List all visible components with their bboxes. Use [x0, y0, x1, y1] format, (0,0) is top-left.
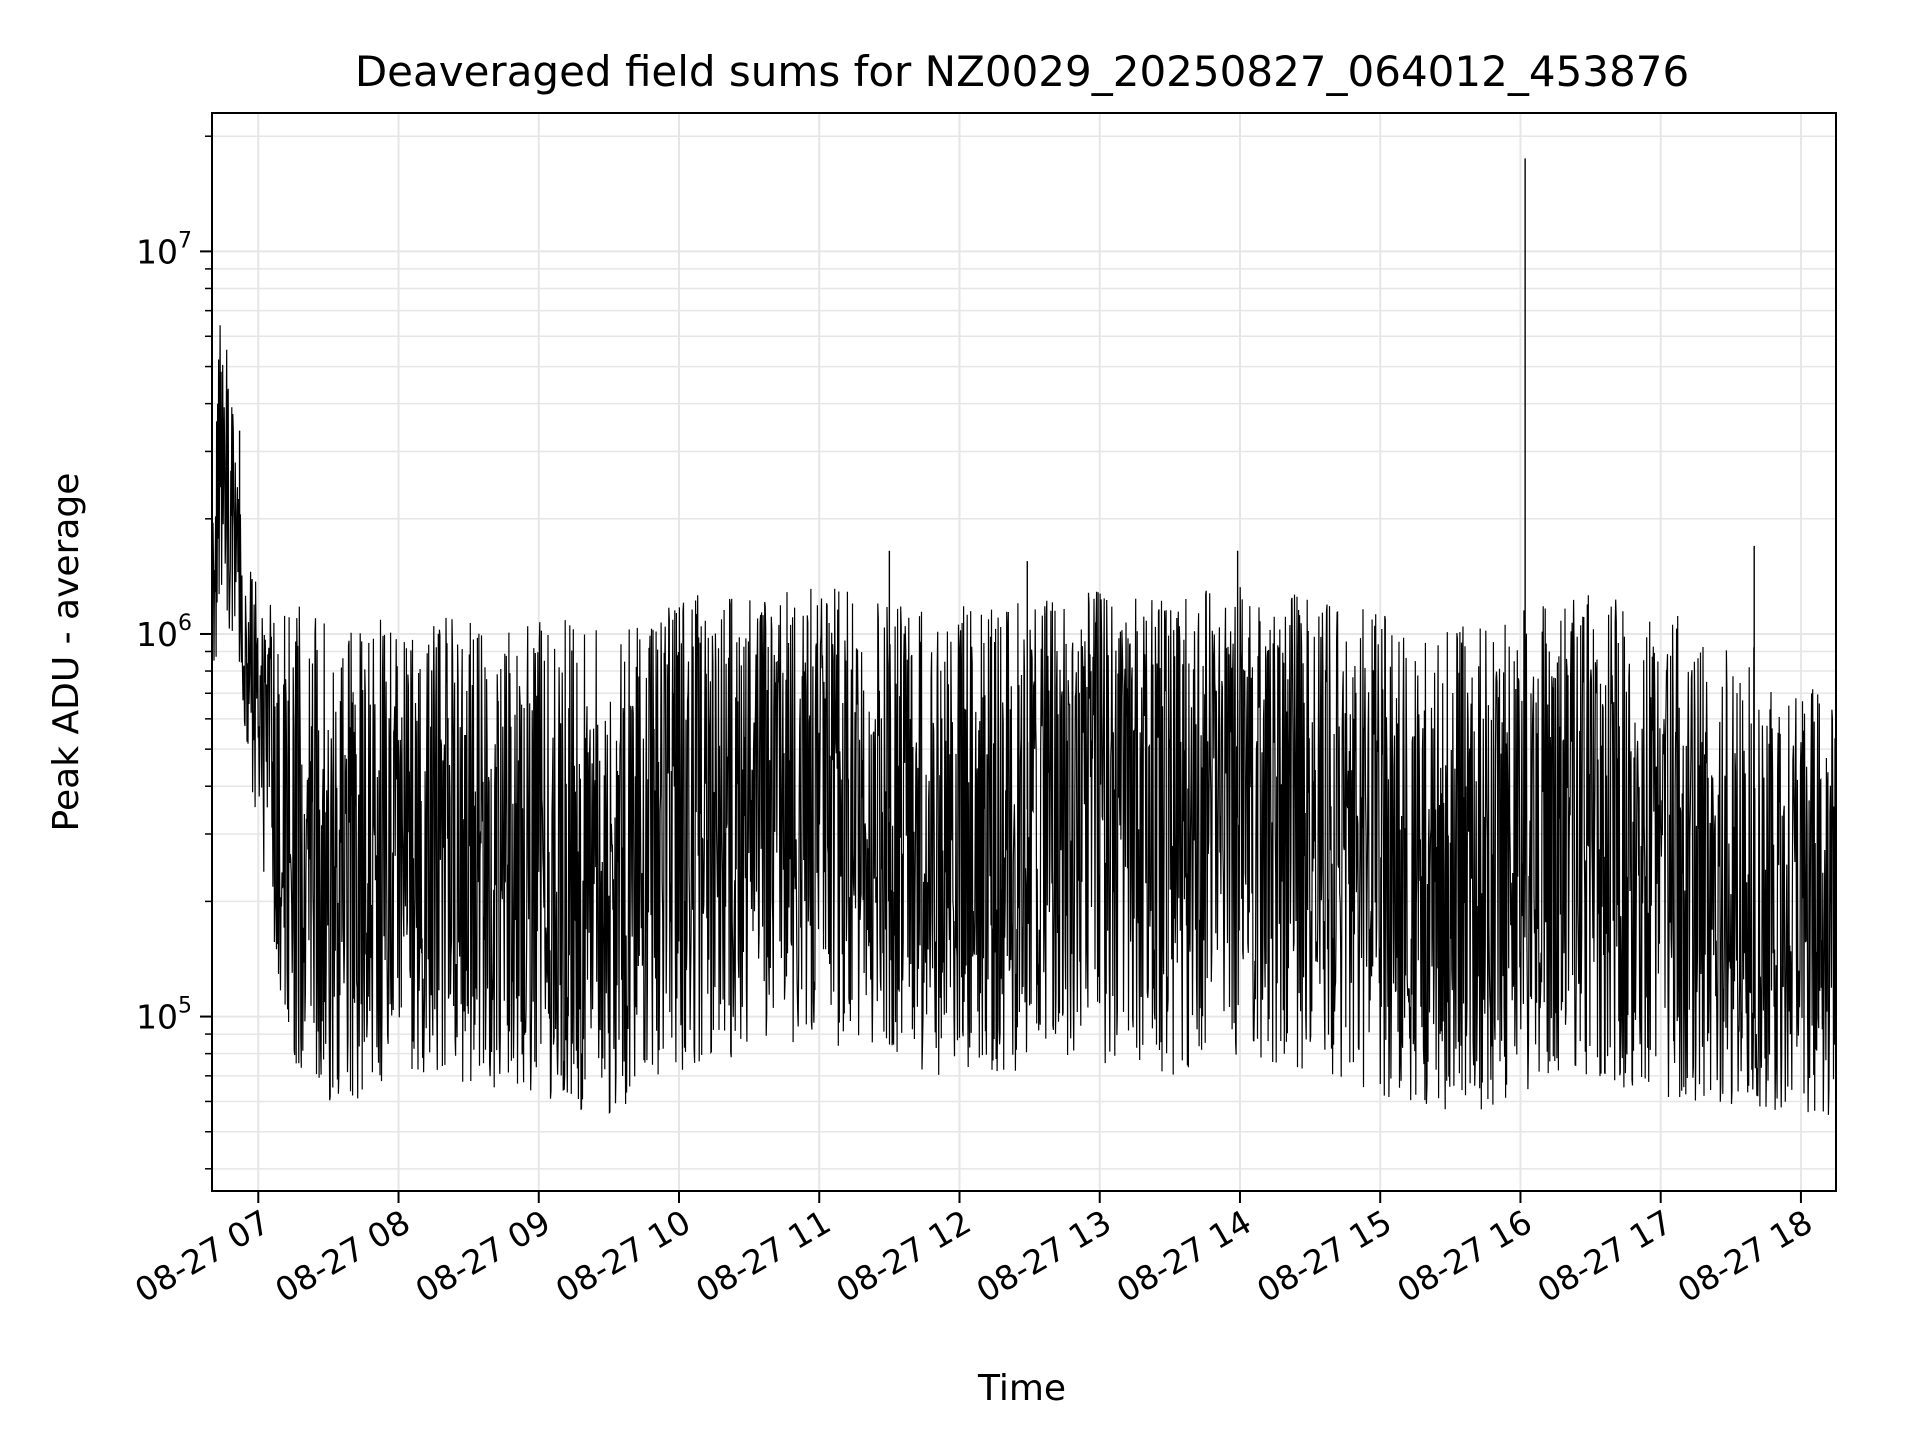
x-axis-label: Time — [977, 1368, 1066, 1409]
y-tick-label: 105 — [136, 994, 192, 1037]
chart-title: Deaveraged field sums for NZ0029_2025082… — [355, 47, 1689, 96]
plot-area — [211, 112, 1837, 1192]
y-tick-label: 106 — [136, 611, 192, 654]
y-tick-label: 107 — [136, 228, 192, 271]
series-layer — [211, 158, 1837, 1115]
series-line — [211, 325, 1837, 1115]
y-axis-label: Peak ADU - average — [46, 473, 87, 832]
y-axis: 105 106 107 — [136, 135, 212, 1170]
